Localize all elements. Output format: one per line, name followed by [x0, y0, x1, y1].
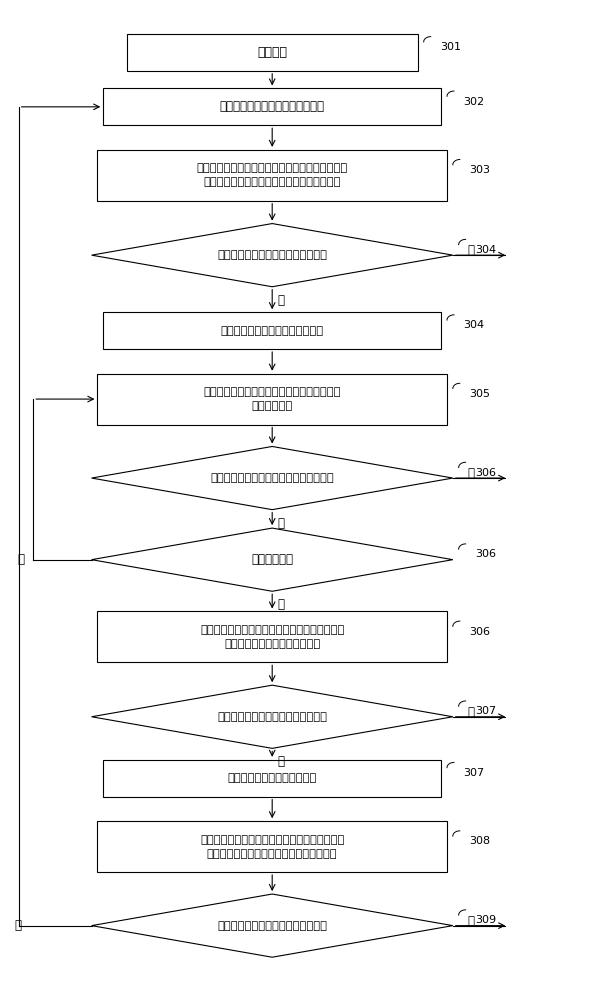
Text: 否: 否: [277, 517, 284, 530]
Text: 开启电源: 开启电源: [257, 46, 287, 59]
Text: 判断第二计时时间是否大于预设时间: 判断第二计时时间是否大于预设时间: [217, 712, 327, 722]
Text: 关闭电源，计时控制逻辑开始计时，开启电源，
计时控制逻辑计时结束，获得第三计时时间: 关闭电源，计时控制逻辑开始计时，开启电源， 计时控制逻辑计时结束，获得第三计时时…: [200, 835, 345, 859]
Text: 306: 306: [475, 549, 496, 559]
Text: 延迟短暂时间并以上次调光设定向上微调获得
可变调光设定: 延迟短暂时间并以上次调光设定向上微调获得 可变调光设定: [203, 387, 341, 411]
FancyBboxPatch shape: [98, 611, 447, 662]
Text: 是: 是: [277, 598, 284, 611]
Text: 否: 否: [277, 294, 284, 307]
Polygon shape: [92, 528, 453, 591]
Text: 307: 307: [475, 706, 496, 716]
FancyBboxPatch shape: [103, 312, 441, 349]
Text: 304: 304: [475, 245, 496, 255]
Text: 从多个调光设定选用第一调光设定: 从多个调光设定选用第一调光设定: [220, 100, 324, 113]
Text: 计时控制逻辑开始计时，开启电源，计时控制逻
辑计算结束，获得第二计时时间: 计时控制逻辑开始计时，开启电源，计时控制逻 辑计算结束，获得第二计时时间: [200, 625, 345, 649]
FancyBboxPatch shape: [98, 374, 447, 425]
Text: 是: 是: [467, 706, 475, 719]
Text: 304: 304: [463, 320, 485, 330]
Text: 从多个调光设定选用第二调光设定: 从多个调光设定选用第二调光设定: [220, 326, 324, 336]
Text: 308: 308: [469, 836, 491, 846]
FancyBboxPatch shape: [103, 760, 441, 797]
Text: 是: 是: [467, 467, 475, 480]
Text: 303: 303: [469, 165, 490, 175]
Text: 维持在最后一次可变调光设定: 维持在最后一次可变调光设定: [228, 773, 317, 783]
Polygon shape: [92, 894, 453, 957]
Text: 305: 305: [469, 389, 490, 399]
FancyBboxPatch shape: [126, 34, 418, 71]
FancyBboxPatch shape: [98, 150, 447, 201]
Text: 306: 306: [475, 468, 496, 478]
Text: 判断第三计时时间是否大于预设时间: 判断第三计时时间是否大于预设时间: [217, 921, 327, 931]
Text: 判断第一计时时间是否大于预设时间: 判断第一计时时间是否大于预设时间: [217, 250, 327, 260]
FancyBboxPatch shape: [103, 88, 441, 125]
Text: 309: 309: [475, 915, 496, 925]
Text: 判断可变调光设定是否达到第一调光设定: 判断可变调光设定是否达到第一调光设定: [210, 473, 334, 483]
Text: 否: 否: [18, 553, 25, 566]
Text: 电源是否关闭: 电源是否关闭: [251, 553, 293, 566]
Text: 301: 301: [440, 42, 461, 52]
Text: 关闭电源，该计时控制逻辑开始计时，开启电源，
该计时控制逻辑计时结束，获得第一计时时间: 关闭电源，该计时控制逻辑开始计时，开启电源， 该计时控制逻辑计时结束，获得第一计…: [197, 163, 348, 187]
FancyBboxPatch shape: [98, 821, 447, 872]
Polygon shape: [92, 685, 453, 748]
Polygon shape: [92, 224, 453, 287]
Text: 306: 306: [469, 627, 490, 637]
Text: 是: 是: [467, 915, 475, 928]
Text: 是: 是: [467, 244, 475, 257]
Text: 否: 否: [277, 755, 284, 768]
Text: 307: 307: [463, 768, 485, 778]
Text: 302: 302: [463, 97, 485, 107]
Text: 否: 否: [15, 919, 22, 932]
Polygon shape: [92, 446, 453, 510]
